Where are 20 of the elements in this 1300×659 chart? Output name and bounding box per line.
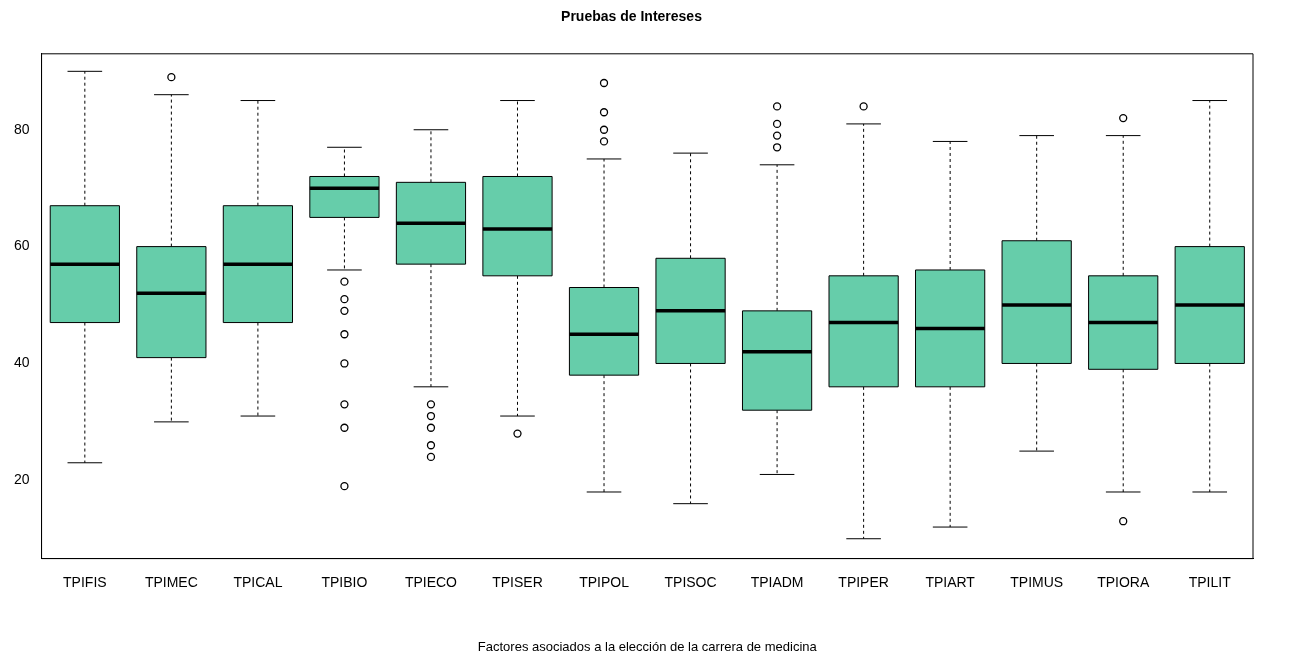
x-tick-label: TPIPER xyxy=(838,573,889,590)
x-axis-title: Factores asociados a la elección de la carrera de medicina xyxy=(477,638,818,654)
x-tick-label: TPISER xyxy=(492,573,543,590)
x-tick-label: TPISOC xyxy=(664,573,717,590)
x-tick-label: TPIMEC xyxy=(144,573,198,590)
y-tick-label: 20 xyxy=(13,471,30,488)
x-tick-label: TPIPOL xyxy=(579,573,630,590)
x-tick-label: TPIORA xyxy=(1097,573,1150,590)
x-tick-label: TPIFIS xyxy=(63,573,107,590)
x-tick-label: TPICAL xyxy=(233,573,283,590)
x-tick-label: TPIMUS xyxy=(1010,573,1064,590)
x-tick-label: TPILIT xyxy=(1188,573,1232,590)
y-tick-label: 40 xyxy=(13,354,30,371)
x-tick-label: TPIECO xyxy=(404,573,458,590)
x-tick-label: TPIBIO xyxy=(321,573,368,590)
y-tick-label: 60 xyxy=(13,237,30,254)
x-tick-label: TPIART xyxy=(925,573,976,590)
x-tick-label: TPIADM xyxy=(750,573,804,590)
chart-title: Pruebas de Intereses xyxy=(561,8,703,25)
y-tick-label: 80 xyxy=(13,120,30,137)
